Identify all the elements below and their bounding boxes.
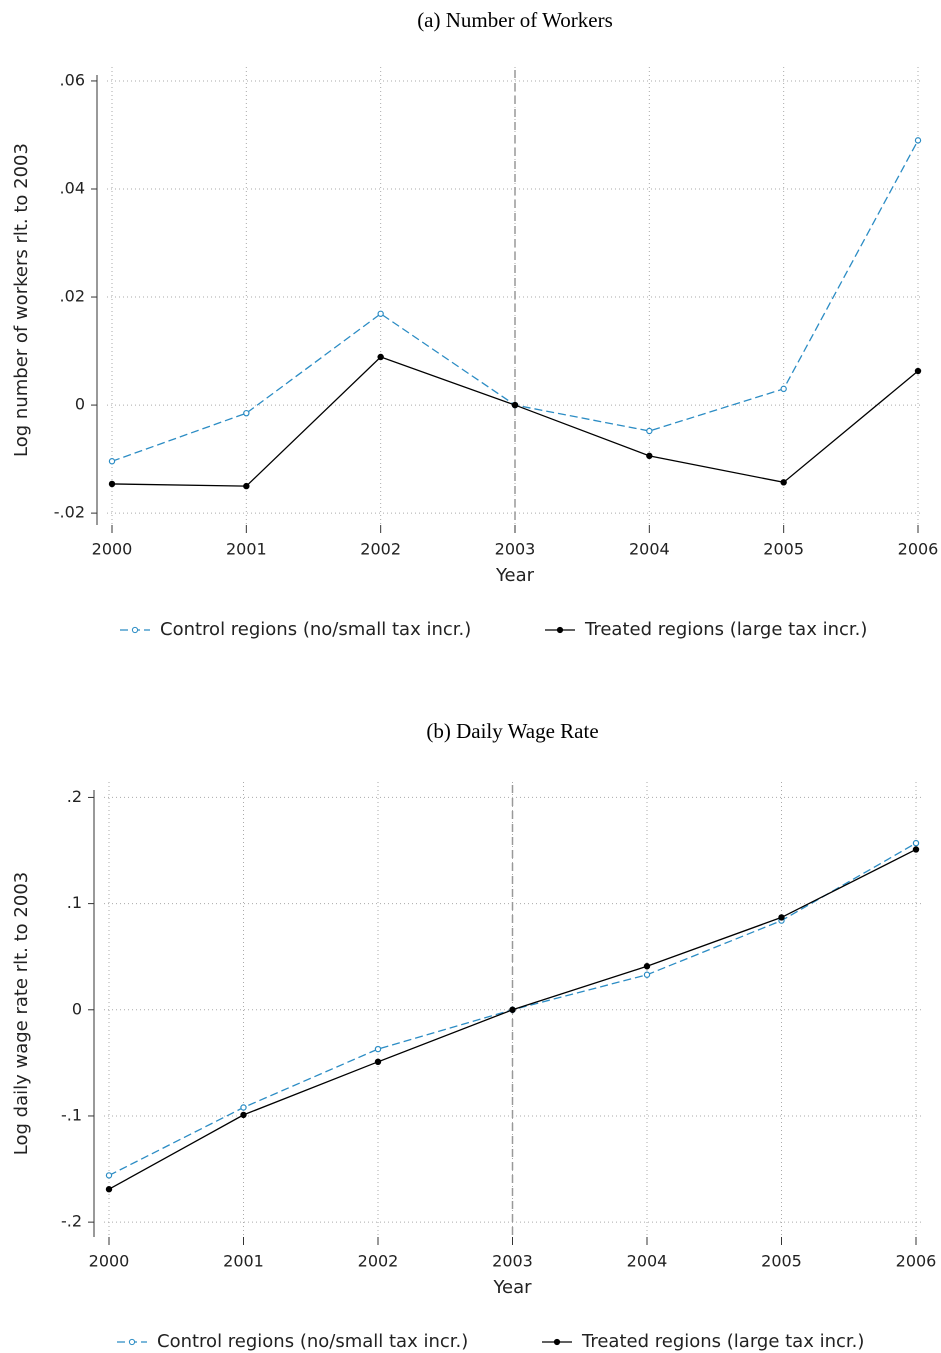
y-tick-label: -.2 (61, 1212, 82, 1231)
data-point (240, 1104, 247, 1111)
x-axis-label: Year (492, 1277, 532, 1298)
data-point (646, 452, 653, 460)
legend-label: Treated regions (large tax incr.) (581, 1331, 864, 1352)
x-tick-label: 2003 (495, 540, 536, 559)
data-point (108, 480, 116, 488)
x-tick-label: 2001 (223, 1252, 264, 1271)
data-point (511, 401, 519, 409)
x-tick-label: 2005 (761, 1252, 802, 1271)
y-tick-label: -.1 (61, 1105, 82, 1124)
y-tick-label: -.02 (54, 503, 85, 522)
data-point (914, 137, 922, 144)
data-point (912, 846, 920, 853)
data-point (240, 1111, 247, 1119)
data-point (780, 385, 787, 393)
y-tick-label: .04 (60, 178, 85, 197)
y-tick-label: 0 (75, 395, 85, 414)
y-tick-label: .2 (67, 787, 82, 806)
data-point (646, 427, 653, 435)
data-point (643, 971, 651, 978)
data-point (509, 1006, 516, 1013)
legend-marker (556, 626, 564, 634)
data-point (108, 458, 116, 465)
legend-label: Treated regions (large tax incr.) (584, 619, 867, 640)
x-tick-label: 2003 (492, 1252, 533, 1271)
data-point (105, 1172, 113, 1179)
chart-title: (b) Daily Wage Rate (426, 719, 598, 743)
x-tick-label: 2002 (360, 540, 401, 559)
y-axis-label: Log number of workers rlt. to 2003 (11, 143, 32, 457)
y-tick-label: .06 (60, 70, 85, 89)
legend-label: Control regions (no/small tax incr.) (160, 619, 471, 640)
x-tick-label: 2005 (763, 540, 804, 559)
x-tick-label: 2001 (226, 540, 267, 559)
x-axis-label: Year (495, 565, 535, 586)
data-point (643, 963, 651, 970)
chart-title: (a) Number of Workers (417, 8, 613, 32)
x-tick-label: 2006 (898, 540, 939, 559)
x-tick-label: 2000 (92, 540, 133, 559)
data-point (778, 914, 785, 921)
y-tick-label: 0 (72, 999, 82, 1018)
data-point (377, 310, 384, 317)
data-point (374, 1045, 382, 1053)
x-tick-label: 2002 (358, 1252, 399, 1271)
legend-label: Control regions (no/small tax incr.) (157, 1331, 468, 1352)
x-tick-label: 2006 (896, 1252, 937, 1271)
data-point (780, 479, 787, 486)
x-tick-label: 2004 (629, 540, 670, 559)
legend-marker (128, 1338, 136, 1346)
data-point (912, 839, 920, 847)
legend-marker (553, 1338, 561, 1346)
data-point (105, 1186, 113, 1193)
data-point (243, 482, 250, 490)
y-tick-label: .1 (67, 893, 82, 912)
x-tick-label: 2004 (627, 1252, 668, 1271)
y-tick-label: .02 (60, 287, 85, 306)
x-tick-label: 2000 (89, 1252, 130, 1271)
data-point (243, 409, 250, 417)
data-point (914, 367, 922, 375)
data-point (377, 353, 384, 361)
legend-marker (131, 626, 139, 634)
y-axis-label: Log daily wage rate rlt. to 2003 (11, 872, 32, 1155)
data-point (374, 1058, 382, 1066)
